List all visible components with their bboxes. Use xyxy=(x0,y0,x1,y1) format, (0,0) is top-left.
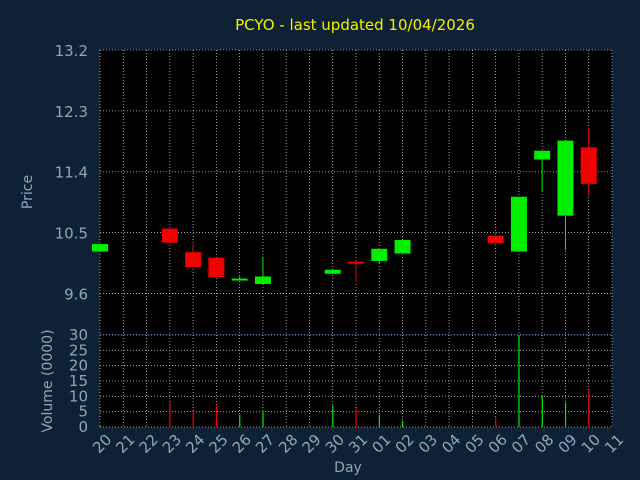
volume-bar xyxy=(169,402,171,427)
volume-bar xyxy=(518,335,520,427)
volume-y-tick-label: 5 xyxy=(78,403,88,421)
volume-bar xyxy=(239,414,241,427)
volume-bar xyxy=(192,411,194,427)
volume-bar xyxy=(541,396,543,427)
volume-bar xyxy=(495,417,497,427)
candle-body xyxy=(254,276,271,284)
candle-body xyxy=(580,147,597,184)
volume-bar xyxy=(402,420,404,427)
price-y-tick-label: 10.5 xyxy=(55,225,88,243)
candlestick-series xyxy=(92,127,597,284)
candle-body xyxy=(534,150,551,160)
price-y-tick-label: 12.3 xyxy=(55,103,88,121)
volume-bar xyxy=(262,411,264,427)
volume-y-tick-label: 20 xyxy=(69,357,88,375)
volume-bar xyxy=(378,414,380,427)
price-y-tick-label: 13.2 xyxy=(55,42,88,60)
candle-body xyxy=(371,248,388,261)
chart-title: PCYO - last updated 10/04/2026 xyxy=(235,16,475,34)
candle-body xyxy=(92,244,108,252)
volume-bar-series xyxy=(99,335,590,427)
candle-body xyxy=(208,257,225,278)
volume-bar xyxy=(99,425,101,427)
price-y-tick-label: 9.6 xyxy=(64,285,88,303)
candle-body xyxy=(557,140,574,216)
candle-body xyxy=(487,235,504,244)
candle-body xyxy=(324,269,341,274)
volume-y-tick-label: 15 xyxy=(69,372,88,390)
price-y-tick-label: 11.4 xyxy=(55,164,88,182)
volume-bar xyxy=(332,405,334,427)
volume-bar xyxy=(564,402,567,427)
x-tick-labels: 2021222324252627282930310102030405060708… xyxy=(89,431,627,457)
volume-y-tick-label: 25 xyxy=(69,341,88,359)
volume-bar xyxy=(588,390,590,427)
candle-body xyxy=(161,228,178,243)
volume-axis-label: Volume (0000) xyxy=(40,329,56,432)
candle-body xyxy=(394,240,411,254)
candle-body xyxy=(231,278,248,281)
volume-y-tick-label: 30 xyxy=(69,326,88,344)
x-axis-label: Day xyxy=(334,460,362,476)
volume-y-tick-label: 10 xyxy=(69,387,88,405)
volume-bar xyxy=(215,405,218,427)
price-axis-label: Price xyxy=(20,175,36,209)
candle-body xyxy=(348,261,364,264)
price-y-tick-labels: 9.6 10.5 11.4 12.3 13.2 xyxy=(55,42,88,303)
volume-bar xyxy=(355,408,357,427)
candle-body xyxy=(185,252,202,268)
volume-y-tick-label: 0 xyxy=(78,418,88,436)
candle-body xyxy=(510,196,527,252)
